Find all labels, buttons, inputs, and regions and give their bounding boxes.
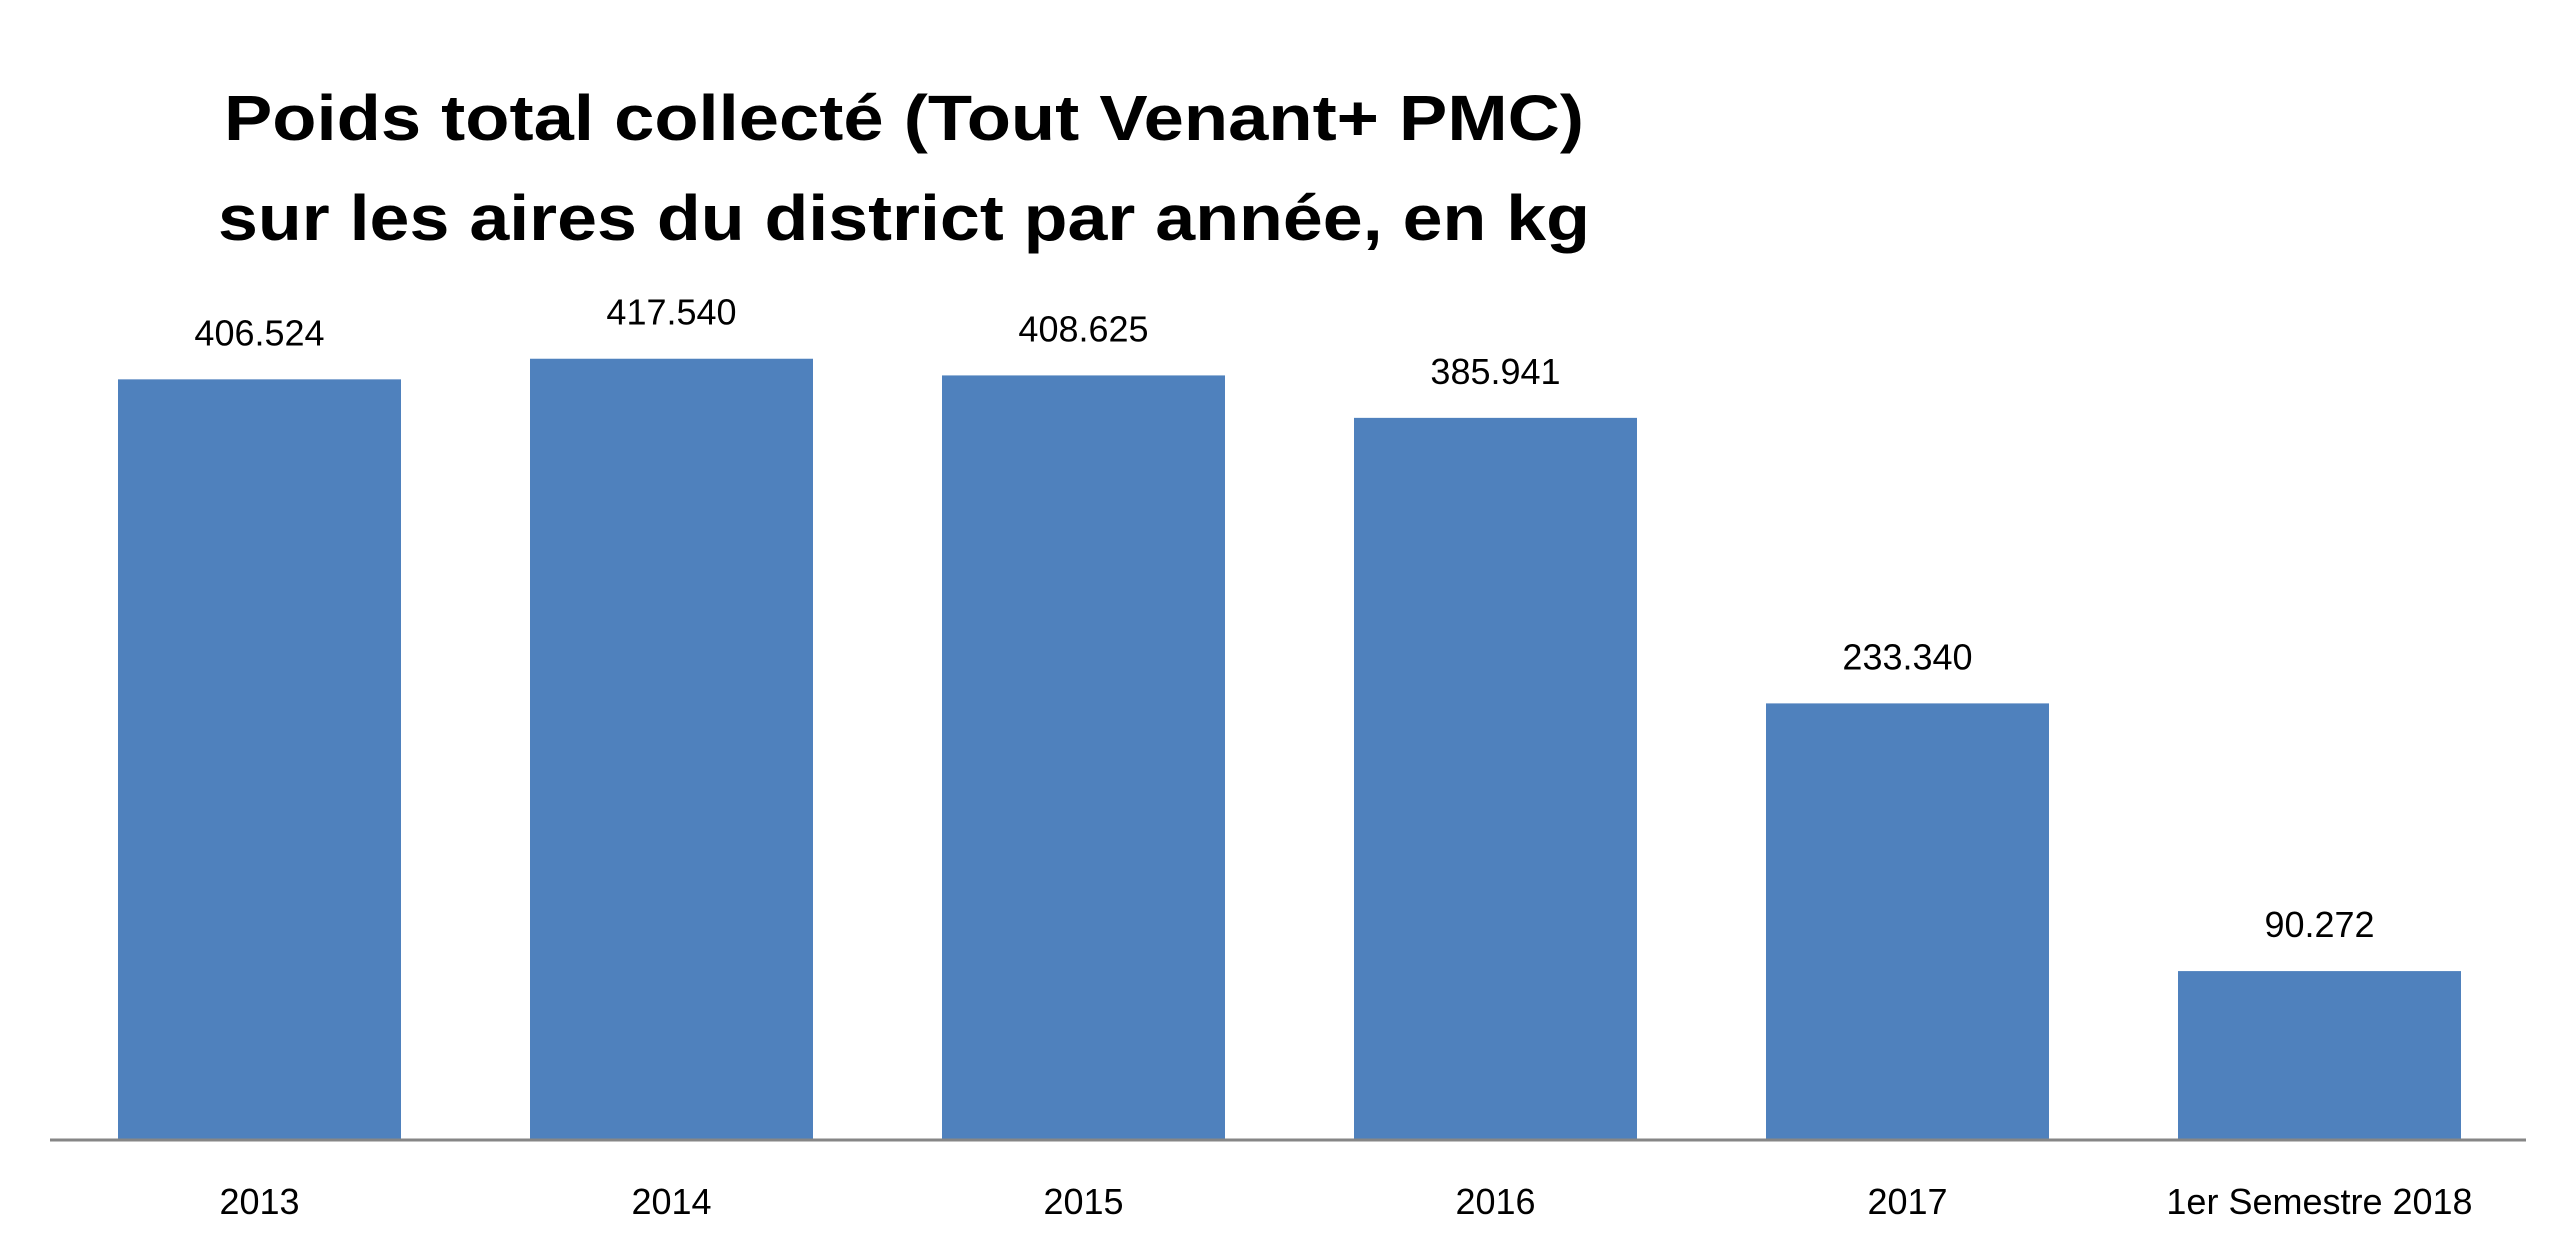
bar-2016	[1354, 417, 1637, 1140]
x-tick-label: 1er Semestre 2018	[2166, 1181, 2472, 1222]
chart-title-line-1: Poids total collecté (Tout Venant+ PMC)	[224, 82, 1584, 154]
data-label: 233.340	[1842, 636, 1972, 677]
bar-2015	[942, 375, 1225, 1140]
x-tick-label: 2017	[1867, 1181, 1947, 1222]
x-tick-label: 2014	[631, 1181, 711, 1222]
bar-2017	[1766, 703, 2049, 1140]
bar-2013	[118, 379, 401, 1141]
chart-title-line-2: sur les aires du district par année, en …	[218, 182, 1590, 254]
x-tick-label: 2013	[219, 1181, 299, 1222]
data-label: 406.524	[194, 312, 324, 353]
data-label: 408.625	[1018, 308, 1148, 349]
data-label: 385.941	[1430, 351, 1560, 392]
data-label: 90.272	[2264, 904, 2374, 945]
x-tick-label: 2015	[1043, 1181, 1123, 1222]
x-tick-label: 2016	[1455, 1181, 1535, 1222]
bar-2014	[530, 358, 813, 1140]
bar-1er-semestre-2018	[2178, 971, 2461, 1140]
data-label: 417.540	[606, 292, 736, 333]
